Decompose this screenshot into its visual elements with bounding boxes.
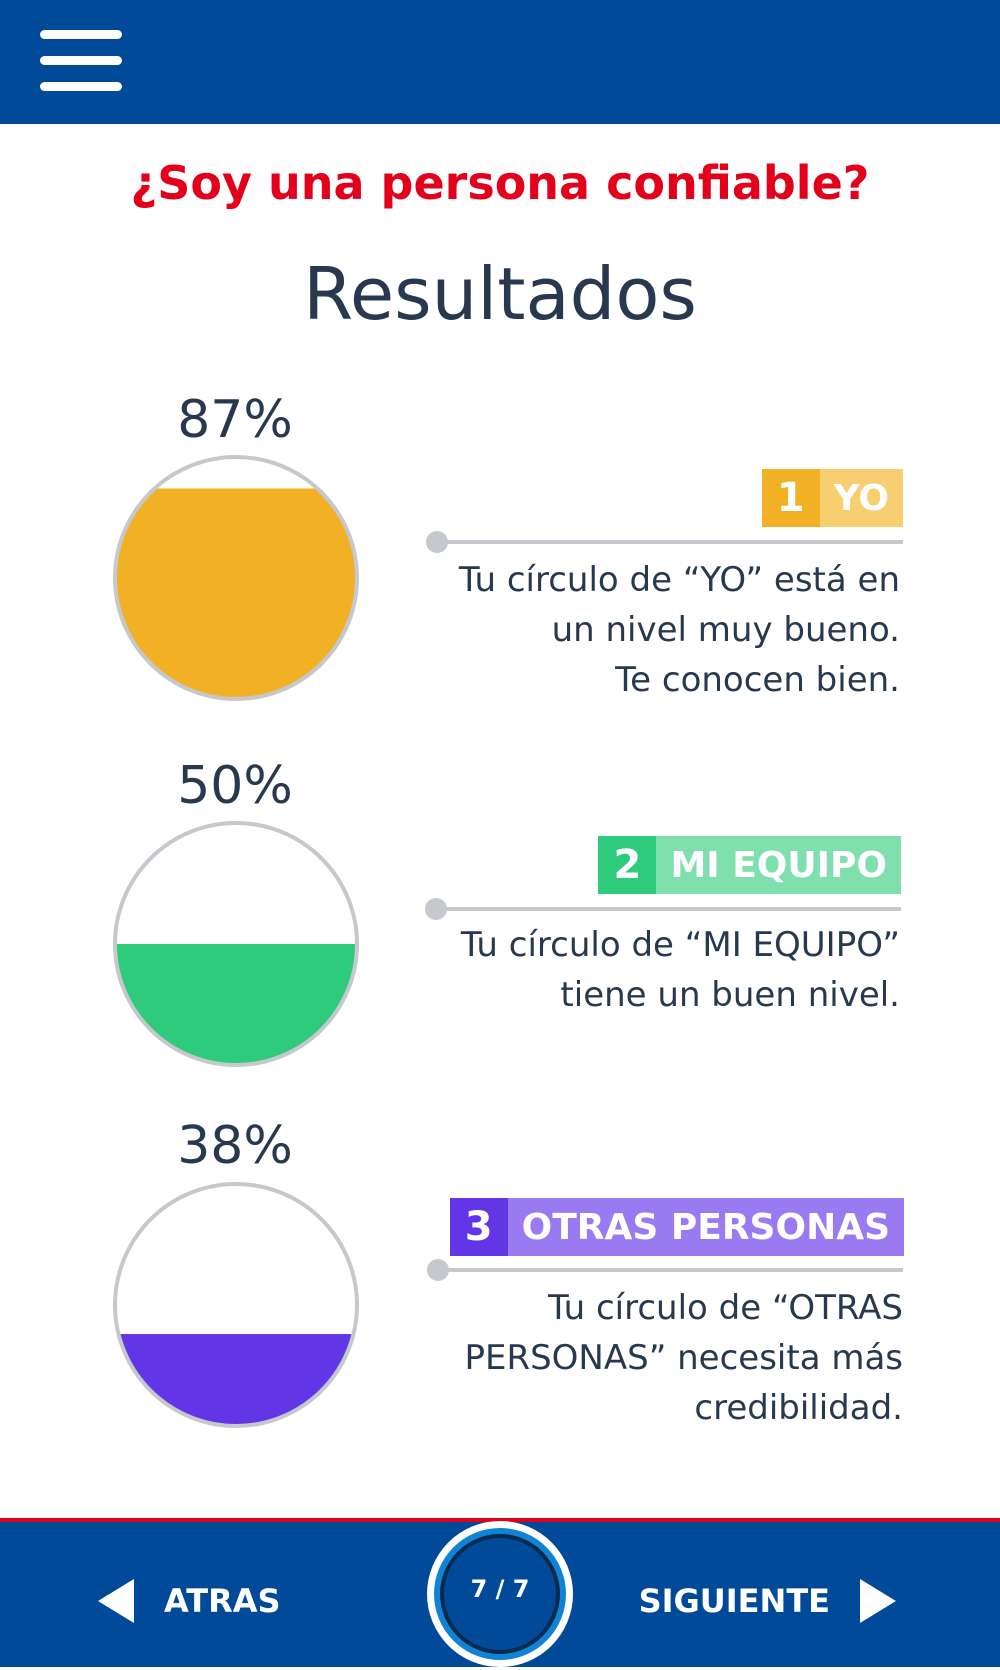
results-heading: Resultados — [303, 252, 697, 336]
gauge-fill-otras-personas — [115, 1334, 357, 1426]
back-button[interactable]: ATRAS — [98, 1578, 281, 1624]
triangle-left-icon — [98, 1579, 134, 1623]
result-description-otras-personas: Tu círculo de “OTRAS PERSONAS” necesita … — [464, 1288, 903, 1428]
divider-line — [436, 1268, 903, 1272]
percent-label-mi-equipo: 50% — [177, 756, 293, 816]
category-badge-otras-personas: 3 OTRAS PERSONAS — [449, 1198, 904, 1256]
gauge-mi-equipo — [113, 821, 359, 1067]
menu-line — [40, 82, 122, 91]
badge-number: 2 — [598, 836, 657, 894]
quiz-title: ¿Soy una persona confiable? — [130, 156, 870, 210]
category-badge-mi-equipo: 2 MI EQUIPO — [598, 836, 901, 894]
divider-dot — [426, 531, 448, 553]
percent-label-otras-personas: 38% — [177, 1116, 293, 1176]
badge-label: MI EQUIPO — [656, 836, 901, 894]
gauge-fill-mi-equipo — [115, 944, 357, 1065]
divider-line — [436, 540, 903, 544]
badge-label: YO — [819, 469, 903, 527]
divider-dot — [425, 898, 447, 920]
percent-label-yo: 87% — [177, 390, 293, 450]
next-label: SIGUIENTE — [638, 1582, 830, 1620]
badge-number: 1 — [761, 469, 820, 527]
back-label: ATRAS — [164, 1582, 281, 1620]
menu-line — [40, 56, 122, 65]
divider-line — [436, 907, 901, 911]
menu-line — [40, 30, 122, 39]
triangle-right-icon — [860, 1579, 896, 1623]
category-badge-yo: 1 YO — [761, 469, 903, 527]
gauge-otras-personas — [113, 1182, 359, 1428]
top-app-bar — [0, 0, 1000, 124]
divider-dot — [427, 1259, 449, 1281]
gauge-yo — [113, 455, 359, 701]
badge-number: 3 — [449, 1198, 508, 1256]
result-description-mi-equipo: Tu círculo de “MI EQUIPO” tiene un buen … — [460, 925, 900, 1015]
gauge-fill-yo — [115, 488, 357, 699]
result-description-yo: Tu círculo de “YO” está en un nivel muy … — [458, 560, 900, 700]
page-indicator-text: 7 / 7 — [470, 1575, 530, 1603]
next-button[interactable]: SIGUIENTE — [639, 1578, 896, 1624]
hamburger-menu-icon[interactable] — [40, 30, 122, 91]
badge-label: OTRAS PERSONAS — [507, 1198, 904, 1256]
page-indicator-badge — [427, 1521, 573, 1667]
